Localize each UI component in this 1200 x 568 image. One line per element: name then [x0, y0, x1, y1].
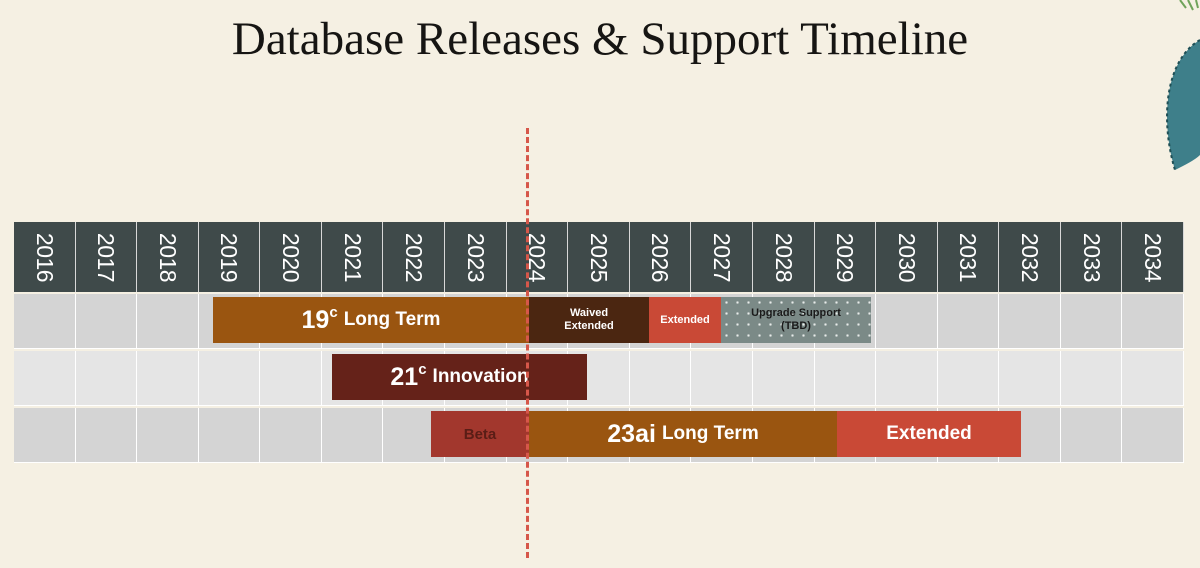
grid-cell	[1122, 351, 1184, 406]
grid-cell	[937, 294, 1000, 349]
year-label: 2028	[770, 232, 797, 282]
bar-label: Beta	[463, 425, 497, 443]
grid-cell	[198, 408, 261, 463]
year-label: 2026	[647, 232, 674, 282]
bar-label: Extended	[660, 313, 710, 326]
year-header-cell: 2018	[137, 222, 199, 292]
year-header-cell: 2022	[383, 222, 446, 292]
year-label: 2030	[893, 232, 920, 282]
timeline-grid: 2016 2017 2018 2019 2020 2021 2022 2023 2024 2025…	[14, 222, 1184, 463]
grid-cell	[1060, 351, 1123, 406]
bar-label: Long Term	[343, 309, 441, 330]
grid-cell	[937, 351, 1000, 406]
year-header-cell: 2016	[14, 222, 76, 292]
year-header-cell: 2032	[999, 222, 1061, 292]
release-suffix: c	[329, 303, 338, 321]
release-version: 21	[390, 362, 419, 391]
year-header-cell: 2034	[1122, 222, 1184, 292]
year-header-cell: 2033	[1060, 222, 1123, 292]
year-label: 2032	[1017, 232, 1044, 282]
bar-19c-long-term: 19c Long Term	[213, 297, 529, 343]
grid-cell	[1122, 294, 1184, 349]
year-label: 2031	[955, 232, 982, 282]
year-header-cell: 2019	[198, 222, 261, 292]
year-label: 2021	[339, 232, 366, 282]
bar-23ai-long-term: 23ai Long Term	[529, 411, 837, 457]
bar-label-line1: Waived	[569, 307, 609, 319]
grid-cell	[260, 408, 322, 463]
grid-cell	[691, 351, 753, 406]
bar-label-line2: (TBD)	[781, 320, 811, 332]
year-label: 2018	[154, 232, 181, 282]
grid-cell	[876, 294, 938, 349]
bar-19c-upgrade-support: Upgrade Support (TBD)	[721, 297, 871, 343]
grid-cell	[321, 408, 384, 463]
grid-cell	[629, 351, 692, 406]
grid-cell	[14, 351, 76, 406]
year-header-cell: 2030	[876, 222, 938, 292]
year-label: 2019	[216, 232, 243, 282]
year-label: 2017	[93, 232, 120, 282]
release-version: 19	[301, 305, 330, 334]
year-header-cell: 2023	[445, 222, 507, 292]
release-version: 23ai	[607, 419, 656, 448]
year-header-cell: 2028	[752, 222, 815, 292]
grid-cell	[137, 351, 199, 406]
grid-cell	[137, 294, 199, 349]
grid-cell	[1122, 408, 1184, 463]
grid-cell	[1060, 294, 1123, 349]
bar-23ai-extended: Extended	[837, 411, 1021, 457]
current-date-line	[526, 128, 529, 558]
year-header-cell: 2020	[260, 222, 322, 292]
bar-label: Innovation	[432, 366, 529, 387]
year-header-cell: 2021	[321, 222, 384, 292]
year-label: 2020	[278, 232, 305, 282]
grid-cell	[137, 408, 199, 463]
year-header-cell: 2025	[568, 222, 630, 292]
bar-19c-extended: Extended	[649, 297, 721, 343]
bar-23ai-beta: Beta	[431, 411, 529, 457]
year-label: 2016	[31, 232, 58, 282]
year-label: 2022	[401, 232, 428, 282]
year-label: 2033	[1078, 232, 1105, 282]
grid-cell	[75, 408, 138, 463]
grid-cell	[1060, 408, 1123, 463]
grid-cell	[999, 351, 1061, 406]
page-title: Database Releases & Support Timeline	[231, 13, 969, 65]
bar-19c-waived-extended: Waived Extended	[529, 297, 649, 343]
year-label: 2023	[462, 232, 489, 282]
bar-label: Extended	[886, 423, 972, 444]
grid-cell	[814, 351, 877, 406]
grid-cell	[14, 408, 76, 463]
grid-cell	[752, 351, 815, 406]
year-header-cell: 2031	[937, 222, 1000, 292]
year-header-cell: 2024	[506, 222, 569, 292]
grid-cell	[75, 351, 138, 406]
bar-21c-innovation: 21c Innovation	[332, 354, 587, 400]
leaf-decoration-icon	[1166, 0, 1200, 171]
year-label: 2029	[832, 232, 859, 282]
bar-label-line1: Upgrade Support	[751, 307, 841, 319]
grid-cell	[876, 351, 938, 406]
year-label: 2025	[585, 232, 612, 282]
grid-cell	[14, 294, 76, 349]
bar-label: Long Term	[661, 423, 759, 444]
release-suffix: c	[418, 360, 427, 378]
year-header-cell: 2017	[75, 222, 138, 292]
year-header-cell: 2026	[629, 222, 692, 292]
year-label: 2034	[1140, 232, 1167, 282]
grid-cell	[198, 351, 261, 406]
grid-cell	[75, 294, 138, 349]
grid-cell	[260, 351, 322, 406]
grid-cell	[999, 294, 1061, 349]
year-header-cell: 2027	[691, 222, 753, 292]
year-header-cell: 2029	[814, 222, 877, 292]
year-label: 2027	[709, 232, 736, 282]
bar-label-line2: Extended	[564, 320, 614, 332]
